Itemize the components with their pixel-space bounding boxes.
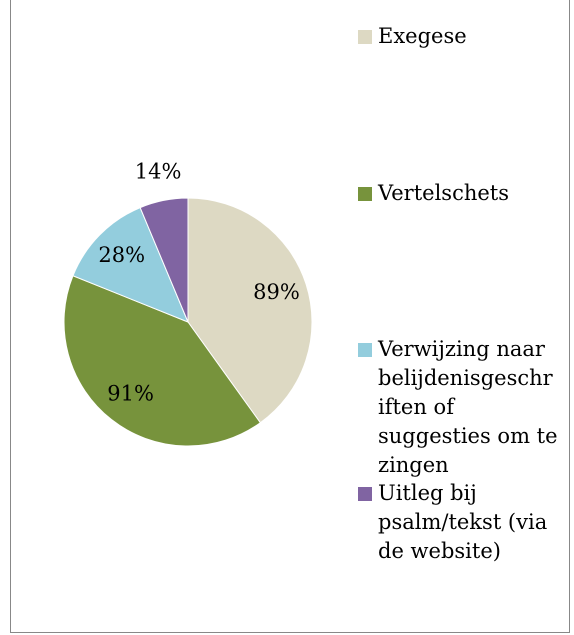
legend-item: Exegese [358, 22, 558, 51]
legend-item: Uitleg bij psalm/tekst (via de website) [358, 479, 558, 566]
pie-slice [187, 197, 313, 424]
legend-label: Verwijzing naar belijdenisgeschriften of… [378, 337, 558, 477]
legend-item: Verwijzing naar belijdenisgeschriften of… [358, 335, 558, 480]
legend-item: Vertelschets [358, 179, 558, 208]
legend-swatch [358, 187, 372, 201]
legend-label: Uitleg bij psalm/tekst (via de website) [378, 481, 548, 563]
chart-frame [10, 0, 570, 633]
legend-label: Exegese [378, 24, 467, 48]
data-label: 91% [107, 382, 154, 406]
data-label: 89% [253, 280, 300, 304]
legend-swatch [358, 343, 372, 357]
legend-swatch [358, 487, 372, 501]
pie-slice [139, 197, 189, 323]
data-label: 28% [98, 243, 145, 267]
pie-slice [72, 206, 189, 323]
pie-slice [63, 275, 262, 447]
legend-label: Vertelschets [378, 181, 509, 205]
data-label: 14% [135, 159, 182, 183]
legend-swatch [358, 30, 372, 44]
